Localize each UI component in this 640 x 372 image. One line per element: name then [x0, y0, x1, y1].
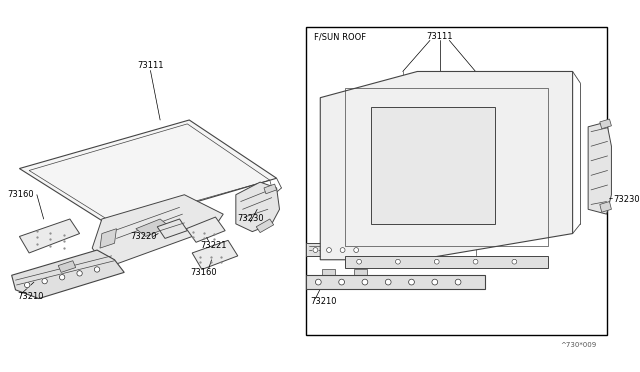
Text: 73220: 73220 — [131, 232, 157, 241]
Circle shape — [42, 278, 47, 284]
Circle shape — [316, 279, 321, 285]
Circle shape — [473, 259, 478, 264]
Polygon shape — [306, 243, 359, 256]
Circle shape — [24, 282, 30, 288]
Polygon shape — [306, 27, 607, 336]
Circle shape — [340, 248, 345, 253]
Polygon shape — [58, 261, 76, 272]
Polygon shape — [92, 195, 223, 267]
Circle shape — [326, 248, 332, 253]
Circle shape — [77, 270, 83, 276]
Circle shape — [356, 259, 362, 264]
Text: 73111: 73111 — [426, 32, 453, 41]
Polygon shape — [306, 275, 485, 289]
Text: 73210: 73210 — [17, 292, 44, 301]
Polygon shape — [157, 219, 188, 238]
Text: 73160: 73160 — [191, 268, 217, 277]
Text: ^730*009: ^730*009 — [561, 342, 597, 348]
Polygon shape — [100, 229, 116, 248]
Polygon shape — [19, 219, 79, 253]
Polygon shape — [330, 227, 351, 240]
Polygon shape — [12, 250, 124, 299]
Circle shape — [435, 259, 439, 264]
Text: 73230: 73230 — [613, 195, 640, 204]
Polygon shape — [19, 120, 276, 227]
Circle shape — [455, 279, 461, 285]
Circle shape — [432, 279, 438, 285]
Polygon shape — [371, 108, 495, 224]
Circle shape — [313, 248, 318, 253]
Text: 73160: 73160 — [8, 190, 35, 199]
Polygon shape — [344, 256, 548, 267]
Polygon shape — [355, 269, 367, 275]
Circle shape — [339, 279, 344, 285]
Text: 73111: 73111 — [137, 61, 164, 70]
Polygon shape — [322, 269, 335, 275]
Text: F/SUN ROOF: F/SUN ROOF — [314, 32, 367, 41]
Circle shape — [385, 279, 391, 285]
Circle shape — [362, 279, 368, 285]
Polygon shape — [320, 71, 573, 260]
Circle shape — [94, 267, 100, 272]
Polygon shape — [136, 219, 170, 237]
Polygon shape — [588, 122, 611, 214]
Text: 73221: 73221 — [200, 241, 227, 250]
Polygon shape — [264, 184, 276, 194]
Circle shape — [408, 279, 415, 285]
Text: 73210: 73210 — [310, 297, 337, 306]
Polygon shape — [600, 202, 611, 212]
Polygon shape — [256, 219, 274, 232]
Circle shape — [60, 275, 65, 280]
Polygon shape — [600, 119, 611, 129]
Circle shape — [354, 248, 358, 253]
Polygon shape — [186, 217, 225, 242]
Polygon shape — [192, 240, 238, 269]
Circle shape — [512, 259, 517, 264]
Circle shape — [396, 259, 401, 264]
Text: 73230: 73230 — [237, 215, 264, 224]
Polygon shape — [236, 182, 280, 232]
